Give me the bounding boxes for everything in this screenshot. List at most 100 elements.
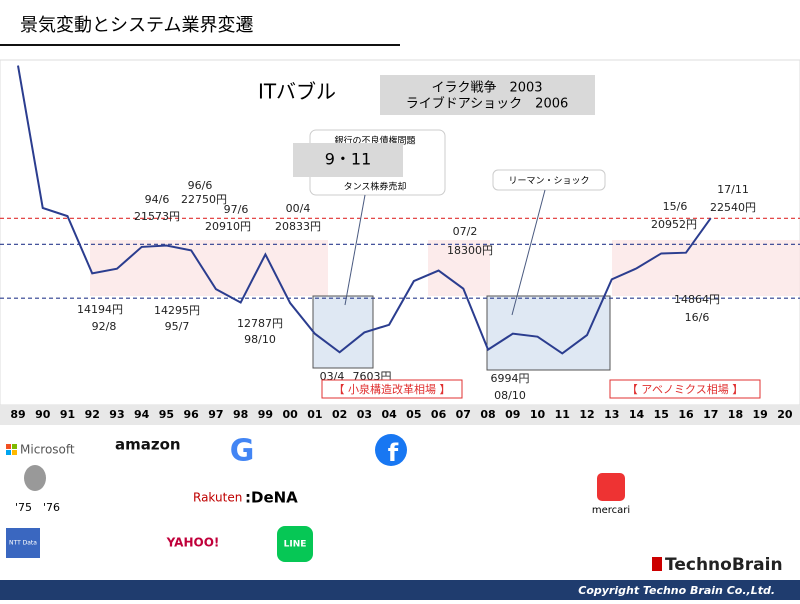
logo-text: Rakuten (193, 491, 242, 505)
x-tick-label: 11 (555, 408, 570, 421)
x-tick-label: 94 (134, 408, 150, 421)
x-tick-label: 10 (530, 408, 546, 421)
x-tick-label: 16 (678, 408, 694, 421)
range-shade (612, 240, 800, 296)
x-tick-label: 95 (159, 408, 174, 421)
annotation: 97/6 (224, 203, 249, 216)
annotation: 15/6 (663, 200, 688, 213)
logo-text: mercari (592, 505, 630, 516)
annotation: 96/6 (188, 179, 213, 192)
annotation: 22750円 (181, 193, 227, 206)
label-box (321, 379, 463, 399)
logo-text: amazon (115, 436, 181, 454)
label-text: 【 アベノミクス相場 】 (627, 383, 743, 396)
x-tick-label: 08 (480, 408, 495, 421)
x-tick-label: 17 (703, 408, 718, 421)
x-tick-label: 12 (579, 408, 594, 421)
callout-arrow (344, 194, 366, 306)
x-tick-label: 97 (208, 408, 223, 421)
logo-text: YAHOO! (166, 536, 220, 550)
annotation: 22540円 (710, 201, 756, 214)
logo-text: Microsoft (20, 443, 75, 457)
callout-text: リーマン・ショック (508, 176, 589, 187)
x-tick-label: 98 (233, 408, 248, 421)
ntt-icon (6, 528, 40, 558)
annotation: 94/6 (145, 193, 170, 206)
x-axis-band (0, 405, 800, 425)
range-shade (90, 240, 328, 296)
x-tick-label: 91 (60, 408, 75, 421)
annotation: 17/11 (717, 183, 749, 196)
annotation: 08/10 (494, 389, 526, 402)
x-tick-label: 01 (307, 408, 322, 421)
annotation: 14194円 (77, 303, 123, 316)
annotation: 14864円 (674, 293, 720, 306)
logo-text: LINE (284, 540, 307, 550)
ms-square (12, 444, 17, 449)
annotation: 16/6 (685, 311, 710, 324)
box-text: 9・11 (325, 150, 372, 169)
label-text: 【 小泉構造改革相場 】 (334, 382, 451, 396)
x-tick-label: 02 (332, 408, 347, 421)
ms-square (6, 444, 11, 449)
tb-icon (652, 557, 662, 571)
x-tick-label: 89 (10, 408, 25, 421)
x-tick-label: 19 (753, 408, 768, 421)
logo-text: NTT Data (9, 540, 37, 547)
box (245, 75, 350, 110)
label-box (609, 379, 761, 399)
annotation: 95/7 (165, 320, 190, 333)
logo-text: G (230, 434, 255, 469)
x-tick-label: 96 (184, 408, 200, 421)
box (293, 143, 403, 177)
x-tick-label: 20 (777, 408, 793, 421)
callout-text: タンス株券売却 (344, 181, 407, 193)
x-tick-label: 92 (85, 408, 100, 421)
annotation: 21573円 (134, 210, 180, 223)
x-tick-label: 03 (357, 408, 372, 421)
price-line (17, 65, 712, 355)
x-tick-label: 13 (604, 408, 619, 421)
footer-bar (0, 580, 800, 600)
box-text: ITバブル (258, 80, 336, 104)
annotation: 14295円 (154, 304, 200, 317)
plot-area (0, 59, 800, 406)
annotation: 07/2 (453, 225, 478, 238)
x-tick-label: 15 (654, 408, 669, 421)
callout (492, 169, 606, 191)
logo-text: :DeNA (245, 489, 298, 507)
annotation: 20833円 (275, 220, 321, 233)
x-tick-label: 90 (35, 408, 51, 421)
copyright: Copyright Techno Brain Co.,Ltd. (578, 584, 775, 597)
title: 景気変動とシステム業界変遷 (20, 15, 253, 36)
annotation: 18300円 (447, 244, 493, 257)
line-icon (277, 526, 313, 562)
logo-text: TechnoBrain (665, 555, 783, 575)
fb-circle (375, 434, 407, 466)
annotation: 20952円 (651, 218, 697, 231)
ms-square (12, 450, 17, 455)
x-tick-label: 18 (728, 408, 743, 421)
x-tick-label: 99 (258, 408, 273, 421)
x-tick-label: 93 (109, 408, 124, 421)
x-tick-label: 07 (456, 408, 471, 421)
logo-text: f (388, 439, 399, 467)
mercari-icon (597, 473, 625, 501)
annotation: 12787円 (237, 317, 283, 330)
callout-arrow (511, 189, 546, 316)
x-tick-label: 04 (381, 408, 397, 421)
box-text: イラク戦争 2003 (431, 81, 542, 96)
trough-box (486, 295, 611, 371)
x-tick-label: 14 (629, 408, 645, 421)
box (380, 75, 595, 115)
annotation: 00/4 (286, 202, 311, 215)
x-tick-label: 09 (505, 408, 520, 421)
x-tick-label: 06 (431, 408, 447, 421)
ms-square (6, 450, 11, 455)
annotation: 92/8 (92, 320, 117, 333)
annotation: 6994円 (491, 372, 530, 385)
trough-box (312, 295, 374, 369)
logo-text: '75 '76 (15, 501, 60, 514)
annotation: 20910円 (205, 220, 251, 233)
